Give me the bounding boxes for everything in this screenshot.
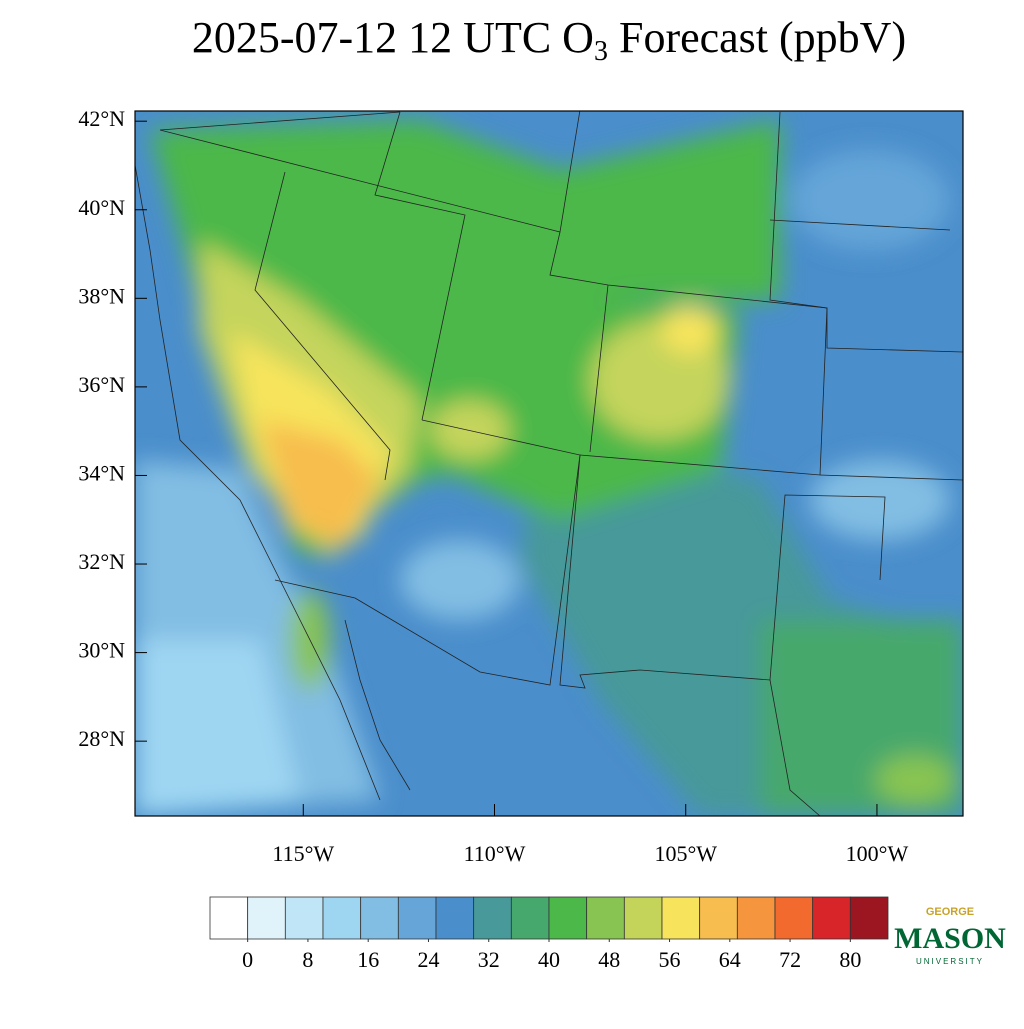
y-tick-label: 28°N [78,726,125,751]
colorbar-label: 64 [719,947,741,972]
colorbar-label: 40 [538,947,560,972]
colorbar-label: 16 [357,947,379,972]
colorbar-box [849,896,889,940]
colorbar-box [699,896,738,940]
colorbar-box [812,896,851,940]
colorbar-box [473,896,512,940]
colorbar: 0 8 16 24 32 40 48 56 64 72 80 [209,896,889,972]
colorbar-box [548,896,588,940]
colorbar-box [623,896,663,940]
colorbar-box [661,896,701,940]
y-tick-label: 40°N [78,195,125,220]
colorbar-box [284,896,324,940]
colorbar-box [247,896,286,940]
colorbar-label: 56 [659,947,681,972]
colorbar-box [774,896,814,940]
y-tick-label: 36°N [78,372,125,397]
logo-top: GEORGE [926,906,974,918]
colorbar-box [586,896,625,940]
y-tick-label: 38°N [78,283,125,308]
y-tick-label: 30°N [78,638,125,663]
colorbar-box [360,896,399,940]
logo-main: MASON [894,922,1006,955]
title: 2025-07-12 12 UTC O3 Forecast (ppbV) [192,13,906,67]
colorbar-label: 72 [779,947,801,972]
ozone-field [135,111,963,816]
colorbar-box [209,896,249,940]
colorbar-label: 8 [302,947,313,972]
x-tick-label: 115°W [272,841,334,866]
colorbar-box [510,896,550,940]
colorbar-label: 48 [598,947,620,972]
logo-bottom: UNIVERSITY [916,957,984,966]
colorbar-box [397,896,437,940]
x-tick-label: 110°W [464,841,526,866]
x-tick-label: 105°W [654,841,717,866]
colorbar-label: 24 [417,947,439,972]
colorbar-label: 0 [242,947,253,972]
x-tick-label: 100°W [846,841,909,866]
boundaries [135,111,963,816]
colorbar-box [736,896,776,940]
map-frame [134,110,964,817]
colorbar-box [435,896,475,940]
y-tick-label: 32°N [78,549,125,574]
colorbar-label: 32 [478,947,500,972]
colorbar-label: 80 [839,947,861,972]
y-tick-label: 34°N [78,461,125,486]
colorbar-box [322,896,362,940]
y-tick-label: 42°N [78,106,125,131]
logo: GEORGE MASON UNIVERSITY [894,906,1006,966]
